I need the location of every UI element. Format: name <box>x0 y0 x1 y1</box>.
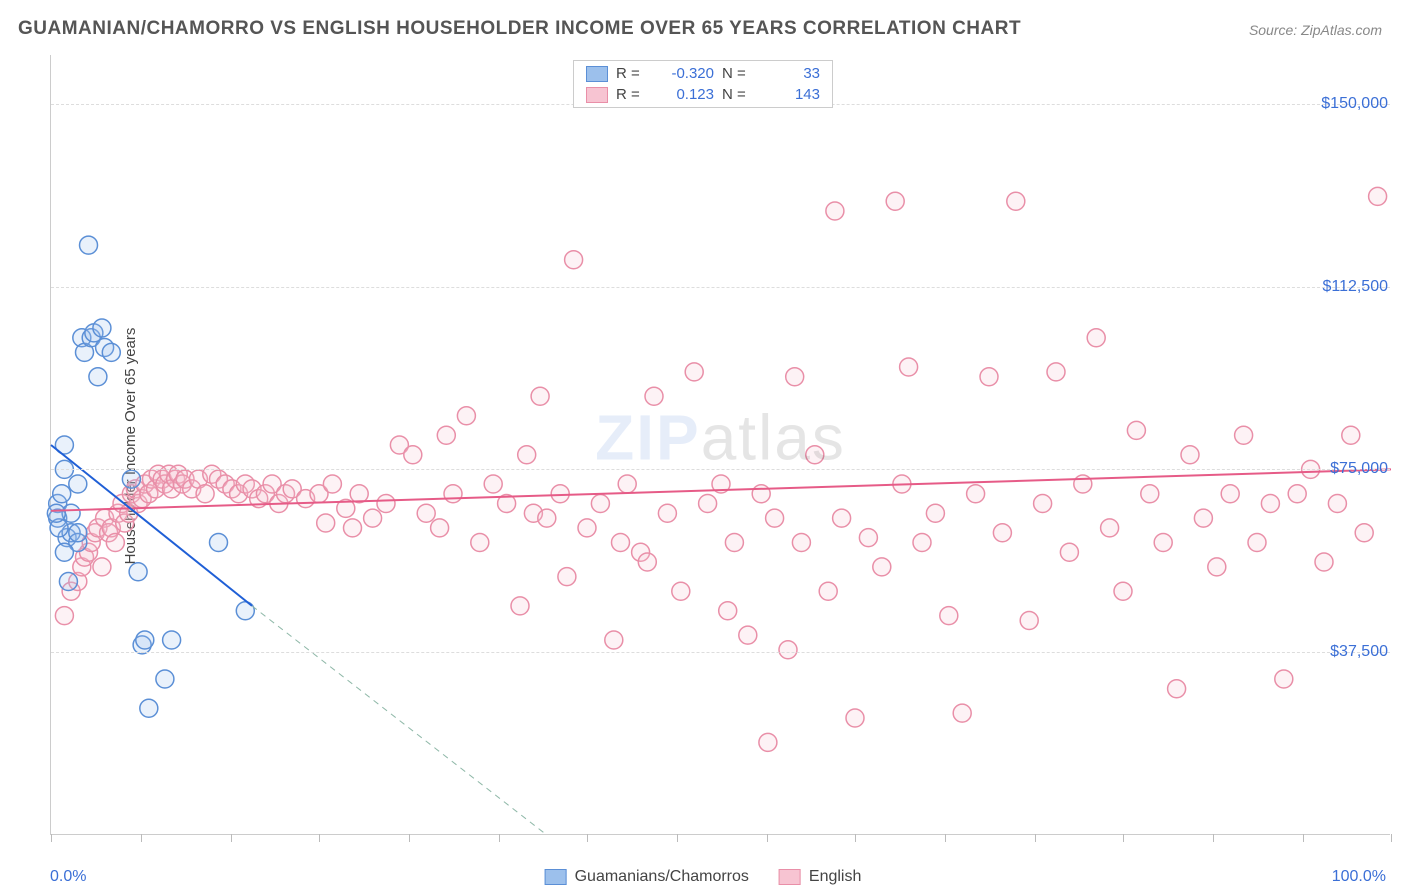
x-tick <box>945 834 946 842</box>
gridline <box>51 652 1390 653</box>
x-tick <box>51 834 52 842</box>
gridline <box>51 469 1390 470</box>
x-tick <box>677 834 678 842</box>
x-axis-end: 100.0% <box>1332 868 1386 886</box>
swatch-english-icon <box>779 869 801 885</box>
x-tick <box>231 834 232 842</box>
x-axis-start: 0.0% <box>50 868 86 886</box>
y-tick-label: $150,000 <box>1321 95 1388 113</box>
x-tick <box>1303 834 1304 842</box>
swatch-guamanians-icon <box>545 869 567 885</box>
scatter-svg <box>51 55 1390 834</box>
gridline <box>51 287 1390 288</box>
chart-title: GUAMANIAN/CHAMORRO VS ENGLISH HOUSEHOLDE… <box>18 18 1021 40</box>
x-tick <box>409 834 410 842</box>
legend-row-english: R = 0.123 N = 143 <box>574 84 832 105</box>
x-tick <box>767 834 768 842</box>
plot-area: ZIPatlas <box>50 55 1390 835</box>
series-legend: Guamanians/Chamorros English <box>545 868 862 886</box>
source-label: Source: ZipAtlas.com <box>1249 22 1382 38</box>
legend-row-guamanians: R = -0.320 N = 33 <box>574 63 832 84</box>
legend-item-english: English <box>779 868 861 886</box>
legend-item-guamanians: Guamanians/Chamorros <box>545 868 749 886</box>
x-tick <box>587 834 588 842</box>
x-tick <box>319 834 320 842</box>
y-tick-label: $112,500 <box>1322 278 1388 296</box>
legend-label-english: English <box>809 868 861 886</box>
x-tick <box>855 834 856 842</box>
x-tick <box>141 834 142 842</box>
x-tick <box>1123 834 1124 842</box>
swatch-english <box>586 87 608 103</box>
correlation-legend: R = -0.320 N = 33 R = 0.123 N = 143 <box>573 60 833 108</box>
y-tick-label: $37,500 <box>1330 643 1388 661</box>
x-tick <box>1391 834 1392 842</box>
x-tick <box>1035 834 1036 842</box>
x-tick <box>1213 834 1214 842</box>
x-tick <box>499 834 500 842</box>
y-tick-label: $75,000 <box>1330 460 1388 478</box>
swatch-guamanians <box>586 66 608 82</box>
legend-label-guamanians: Guamanians/Chamorros <box>575 868 749 886</box>
